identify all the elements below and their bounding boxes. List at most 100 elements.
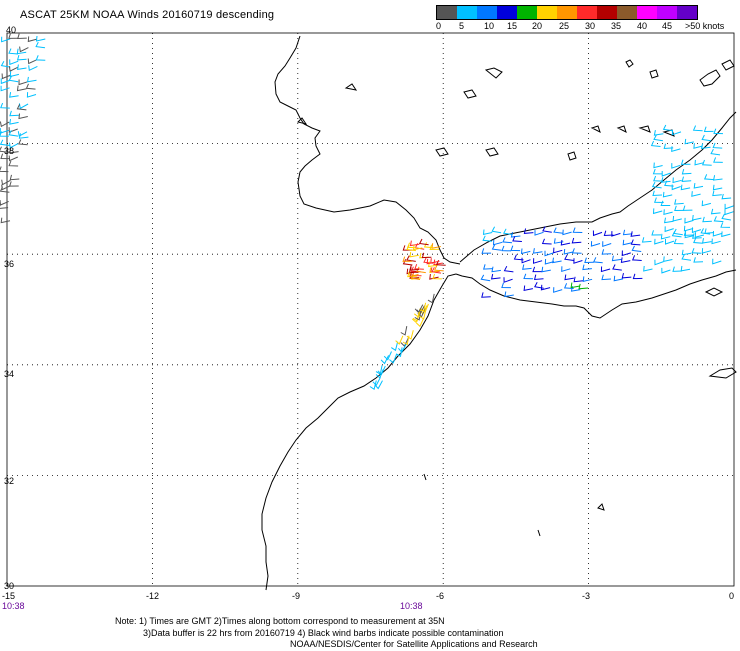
wind-barb (429, 267, 439, 274)
wind-barb (590, 241, 601, 247)
wind-barb (380, 355, 390, 365)
wind-barb (703, 174, 714, 181)
wind-barb (553, 247, 563, 254)
wind-barb (532, 258, 543, 264)
wind-barb (412, 311, 420, 322)
coastlines (261, 35, 737, 591)
wind-barb (523, 285, 534, 292)
wind-barb (18, 139, 28, 146)
wind-barb (9, 119, 19, 125)
x-tick-label: 0 (729, 591, 734, 601)
wind-barb (419, 302, 427, 313)
pass-time-label: 10:38 (2, 601, 25, 611)
wind-barb (691, 191, 701, 197)
wind-barb (671, 163, 681, 169)
wind-barb (9, 142, 19, 149)
wind-barb (35, 55, 46, 61)
wind-barb (683, 225, 694, 232)
x-tick-label: -9 (292, 591, 300, 601)
wind-barb (712, 184, 723, 191)
wind-barb (9, 71, 20, 78)
wind-barb (563, 283, 574, 289)
legend-swatch (437, 6, 457, 19)
wind-barb (409, 273, 420, 279)
wind-barb (369, 380, 377, 390)
wind-barb (0, 139, 10, 146)
legend-swatch (457, 6, 477, 19)
legend-label: 5 (459, 21, 465, 31)
wind-barb (18, 113, 28, 120)
wind-barb (664, 226, 674, 233)
wind-barb (713, 157, 723, 163)
wind-barb (0, 203, 9, 209)
wind-barb (694, 159, 704, 166)
wind-barb (660, 200, 671, 206)
wind-barb (19, 46, 29, 53)
map-frame (6, 32, 735, 587)
wind-barb (600, 266, 611, 273)
wind-barb (8, 155, 19, 162)
wind-barb (0, 131, 9, 137)
legend-label: 45 (662, 21, 673, 31)
wind-barb (541, 266, 551, 273)
legend-swatch (637, 6, 657, 19)
wind-barb (720, 222, 731, 228)
wind-barb (663, 256, 673, 263)
wind-barb (1, 184, 11, 191)
wind-barb (621, 272, 632, 279)
wind-barb (673, 238, 684, 245)
legend-label: >50 knots (685, 21, 725, 31)
wind-barb (0, 217, 11, 224)
small-islands (435, 67, 675, 161)
wind-barb (603, 230, 614, 237)
wind-barb (383, 351, 392, 361)
wind-barb (672, 215, 682, 222)
wind-barb (503, 265, 514, 273)
wind-barb (573, 258, 583, 264)
wind-barb (542, 226, 552, 233)
legend-label: 40 (637, 21, 648, 31)
wind-barb (602, 241, 612, 247)
wind-barb (563, 248, 574, 255)
wind-barb (431, 243, 441, 249)
wind-barb (400, 326, 408, 336)
wind-barb (8, 33, 18, 39)
wind-barb (572, 227, 583, 233)
wind-barb (651, 181, 662, 189)
wind-barb (491, 226, 502, 234)
wind-barb (429, 244, 440, 251)
wind-barb (483, 264, 493, 270)
wind-barb (490, 273, 501, 280)
wind-barb (0, 102, 10, 109)
y-tick-label: 32 (4, 476, 14, 486)
wind-barb (553, 227, 564, 234)
wind-barb (9, 174, 20, 181)
wind-barb (18, 79, 28, 86)
wind-barb (534, 282, 544, 289)
iberia-coastline (274, 35, 461, 265)
x-tick-label: -12 (146, 591, 159, 601)
wind-barb (502, 237, 513, 244)
wind-barb (663, 217, 674, 224)
wind-barb (703, 126, 714, 133)
legend-label: 15 (507, 21, 518, 31)
wind-barb (8, 48, 18, 55)
wind-barb (374, 380, 383, 390)
wind-barb (650, 140, 661, 147)
wind-barb (9, 92, 19, 98)
wind-barb (653, 162, 663, 169)
wind-barb (672, 266, 683, 272)
wind-barb (501, 245, 512, 252)
wind-barb (16, 85, 27, 92)
pass-time-label: 10:38 (400, 601, 423, 611)
wind-barb (491, 244, 502, 251)
wind-barb (601, 249, 612, 255)
wind-barb (573, 276, 584, 283)
wind-barb (427, 293, 435, 304)
wind-barb (680, 184, 691, 191)
wind-barb (8, 160, 19, 167)
wind-barb (16, 54, 27, 61)
wind-barb (532, 248, 543, 254)
wind-barb (681, 249, 692, 256)
wind-barb (643, 265, 653, 272)
